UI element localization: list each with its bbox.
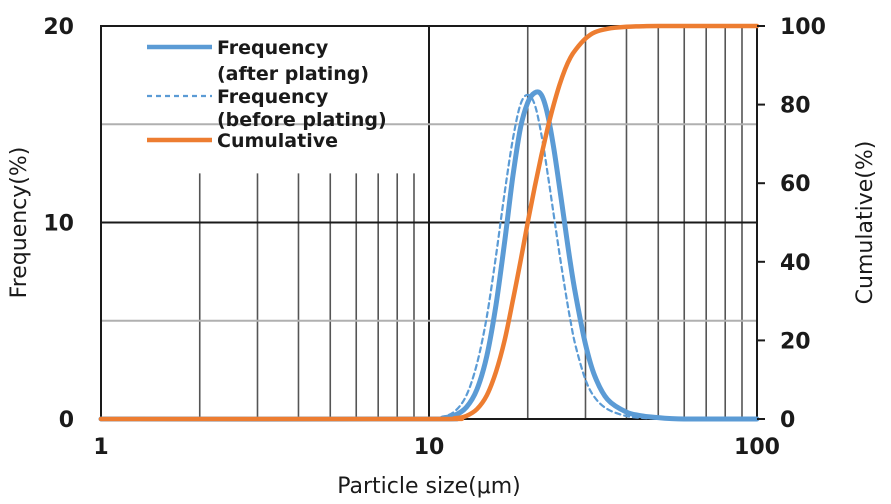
y-right-tick-label: 40 xyxy=(780,251,811,276)
y-right-tick-label: 60 xyxy=(780,172,811,197)
y-left-tick-label: 0 xyxy=(59,408,74,433)
y-axis-left-title: Frequency(%) xyxy=(7,147,32,299)
y-right-tick-label: 20 xyxy=(780,329,811,354)
series-line-3 xyxy=(98,23,760,422)
y-right-tick-label: 80 xyxy=(780,94,811,119)
y-left-tick-label: 10 xyxy=(43,212,74,237)
legend-label-3: Cumulative xyxy=(217,130,338,152)
legend-label-2: (before plating) xyxy=(217,109,387,131)
y-axis-right-title: Cumulative(%) xyxy=(853,141,878,305)
y-right-tick-label: 100 xyxy=(780,15,826,40)
x-tick-label: 1 xyxy=(93,435,108,460)
x-tick-label: 10 xyxy=(414,435,445,460)
y-left-tick-label: 20 xyxy=(43,15,74,40)
grid-layer xyxy=(101,26,757,419)
legend-label-2: Frequency xyxy=(217,86,329,108)
legend-label-1: Frequency xyxy=(217,37,329,59)
x-tick-label: 100 xyxy=(734,435,780,460)
x-axis-title: Particle size(μm) xyxy=(337,474,521,499)
legend: Frequency(after plating)Frequency(before… xyxy=(147,37,387,152)
y-right-tick-label: 0 xyxy=(780,408,795,433)
series-layer xyxy=(98,23,760,422)
legend-label-1: (after plating) xyxy=(217,63,369,85)
